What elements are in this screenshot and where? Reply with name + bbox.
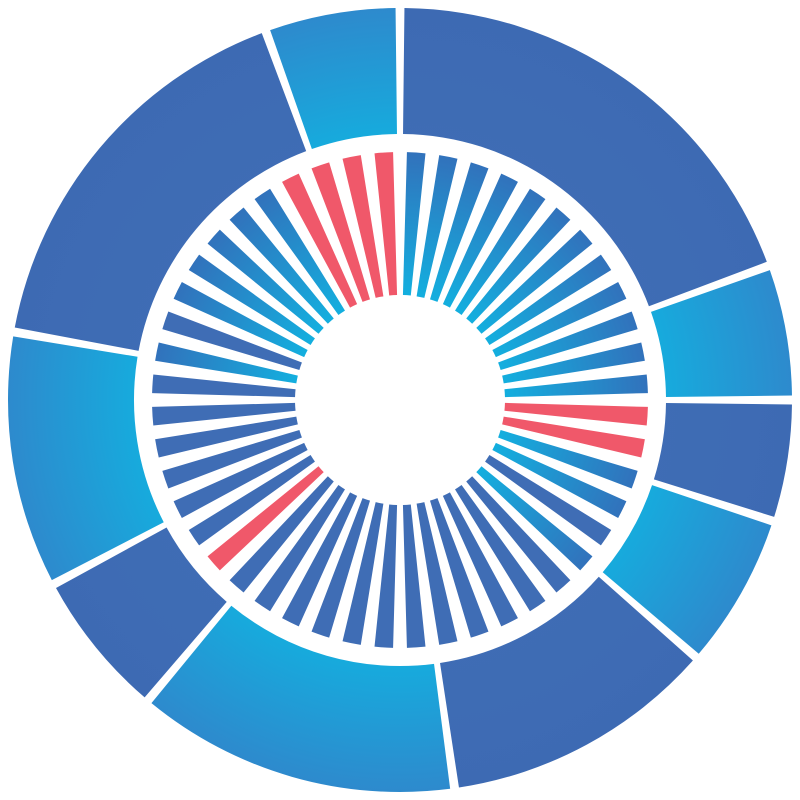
spoke-blue — [155, 416, 298, 458]
spoke-red — [342, 155, 384, 298]
spoke-blue — [416, 502, 458, 645]
spoke-blue — [229, 476, 334, 593]
spoke-blue — [466, 476, 571, 593]
spoke-blue — [455, 188, 546, 315]
outer-segment-dark-blue — [403, 8, 767, 307]
spoke-blue — [254, 188, 345, 315]
outer-segment-dark-blue — [653, 403, 792, 517]
spoke-blue — [173, 282, 308, 358]
spoke-blue — [502, 342, 645, 384]
spoke-blue — [155, 342, 298, 384]
spoke-red — [311, 162, 371, 302]
spoke-red — [282, 173, 358, 308]
outer-segment-dark-blue — [440, 576, 693, 788]
outer-segment-cyan — [151, 605, 451, 792]
spoke-blue — [311, 498, 371, 638]
spoke-blue — [498, 429, 638, 489]
inner-spoke-ring — [152, 152, 648, 648]
spoke-blue — [162, 429, 302, 489]
spoke-blue — [466, 207, 571, 324]
outer-segment-cyan — [650, 270, 792, 397]
spoke-blue — [402, 504, 426, 648]
spoke-blue — [455, 485, 546, 612]
spoke-blue — [485, 455, 612, 546]
spoke-blue — [476, 229, 593, 334]
spoke-blue — [152, 402, 296, 426]
spoke-blue — [152, 374, 296, 398]
spoke-blue — [188, 455, 315, 546]
spoke-blue — [229, 207, 334, 324]
spoke-blue — [188, 254, 315, 345]
outer-segment-dark-blue — [55, 527, 227, 698]
outer-segment-cyan — [270, 8, 397, 150]
spoke-red — [504, 402, 648, 426]
spoke-blue — [476, 466, 593, 571]
outer-ring — [7, 8, 792, 792]
spoke-blue — [429, 498, 489, 638]
spoke-blue — [173, 442, 308, 518]
spoke-red — [502, 416, 645, 458]
spoke-blue — [342, 502, 384, 645]
spoke-blue — [492, 442, 627, 518]
spoke-blue — [442, 173, 518, 308]
spoke-blue — [442, 492, 518, 627]
spoke-red — [374, 152, 398, 296]
spoke-blue — [282, 492, 358, 627]
spoke-blue — [374, 504, 398, 648]
spoke-blue — [416, 155, 458, 298]
spoke-blue — [492, 282, 627, 358]
spoke-blue — [504, 374, 648, 398]
outer-segment-cyan — [602, 485, 772, 654]
spoke-blue — [485, 254, 612, 345]
outer-segment-dark-blue — [14, 33, 307, 351]
spoke-blue — [162, 311, 302, 371]
spoke-blue — [402, 152, 426, 296]
spoke-blue — [498, 311, 638, 371]
outer-segment-cyan — [7, 336, 164, 581]
spoke-blue — [207, 229, 324, 334]
spoke-blue — [429, 162, 489, 302]
spoke-blue — [254, 485, 345, 612]
spoke-red — [207, 466, 324, 571]
